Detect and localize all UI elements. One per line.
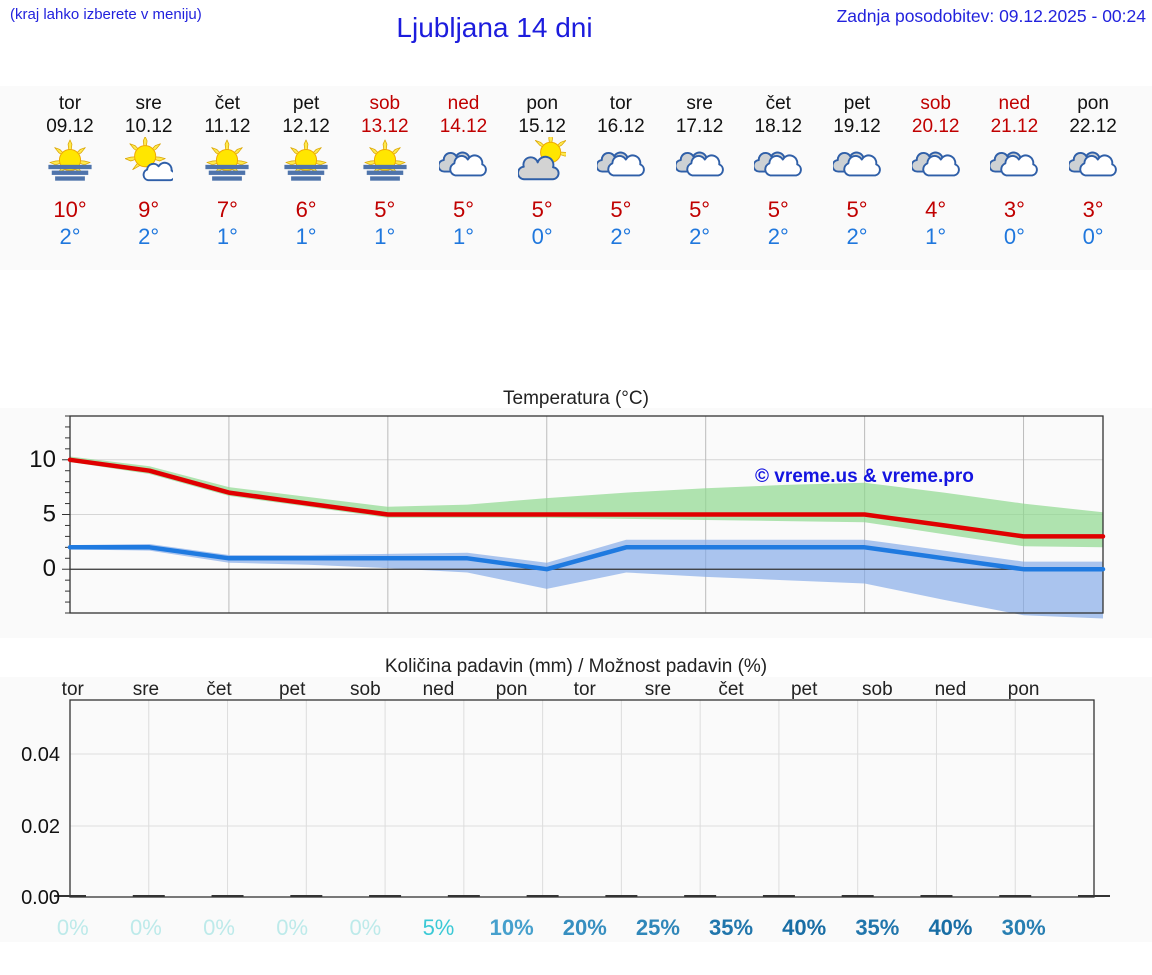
svg-text:0.00: 0.00: [21, 887, 60, 909]
svg-text:0.02: 0.02: [21, 816, 60, 838]
svg-text:10: 10: [29, 446, 56, 473]
svg-text:0: 0: [43, 555, 56, 582]
svg-text:0.04: 0.04: [21, 744, 60, 766]
svg-text:5: 5: [43, 501, 56, 528]
